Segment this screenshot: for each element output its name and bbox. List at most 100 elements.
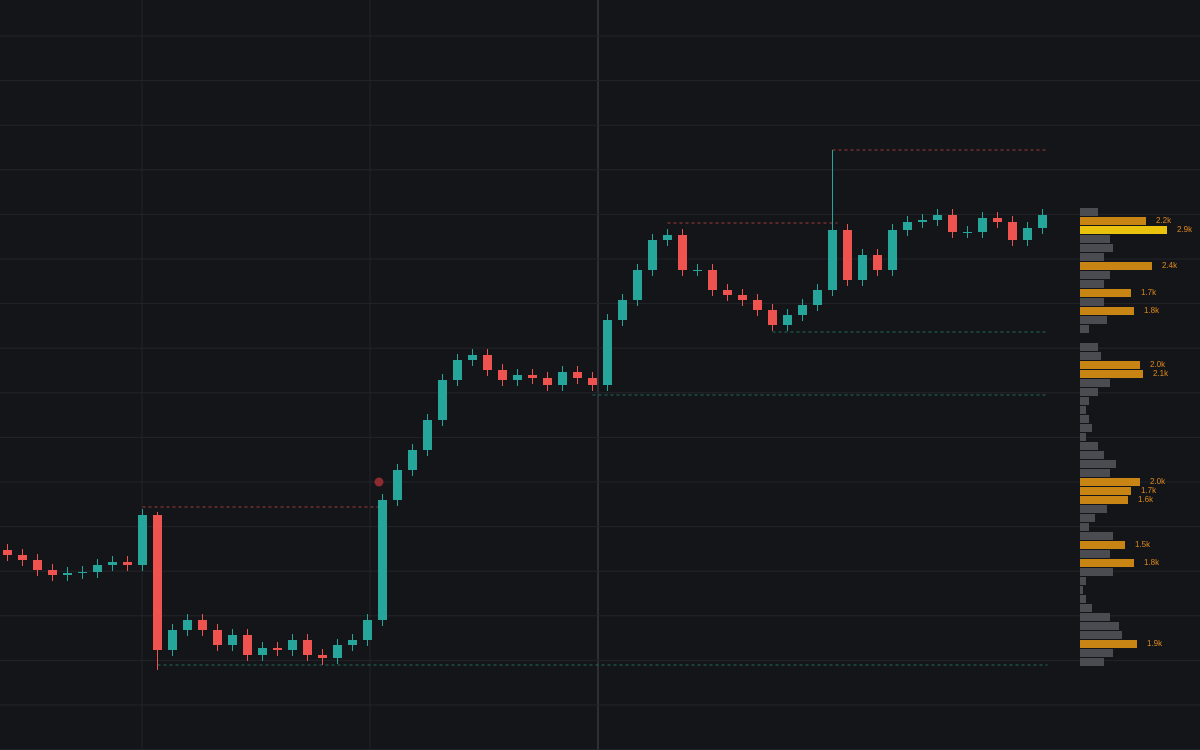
profile-bar — [1080, 469, 1110, 477]
profile-bar — [1080, 208, 1098, 216]
candle-body — [678, 235, 687, 270]
profile-label: 2.0k — [1150, 360, 1166, 369]
candle-body — [903, 222, 912, 230]
profile-bar — [1080, 325, 1089, 333]
candle-body — [588, 378, 597, 385]
profile-label: 2.2k — [1156, 216, 1172, 225]
profile-bar — [1080, 388, 1098, 396]
profile-bar — [1080, 451, 1104, 459]
candle-body — [483, 355, 492, 370]
profile-bar — [1080, 487, 1131, 495]
profile-bar — [1080, 343, 1098, 351]
candle-body — [303, 640, 312, 655]
profile-bar — [1080, 397, 1089, 405]
profile-bar — [1080, 523, 1089, 531]
candle-body — [963, 232, 972, 233]
profile-bar — [1080, 496, 1128, 504]
profile-bar — [1080, 307, 1134, 315]
profile-bar — [1080, 595, 1086, 603]
candle-body — [843, 230, 852, 280]
profile-label: 2.4k — [1162, 261, 1178, 270]
candle-body — [513, 375, 522, 380]
candle-body — [558, 372, 567, 385]
profile-bar — [1080, 406, 1086, 414]
candle-body — [468, 355, 477, 360]
profile-bar — [1080, 244, 1113, 252]
candle-body — [33, 560, 42, 570]
candle-body — [798, 305, 807, 315]
candle-body — [438, 380, 447, 420]
candle-body — [813, 290, 822, 305]
candle-body — [108, 562, 117, 565]
profile-bar — [1080, 478, 1140, 486]
candle-body — [288, 640, 297, 650]
candle-body — [708, 270, 717, 290]
profile-bar — [1080, 577, 1086, 585]
profile-label: 1.7k — [1141, 288, 1157, 297]
candle-body — [873, 255, 882, 270]
candle-body — [183, 620, 192, 630]
candle-body — [543, 378, 552, 385]
profile-label: 1.9k — [1147, 639, 1163, 648]
candle-body — [333, 645, 342, 658]
candle-body — [783, 315, 792, 325]
profile-label: 1.8k — [1144, 558, 1160, 567]
candle-body — [258, 648, 267, 655]
candle-body — [348, 640, 357, 645]
profile-bar — [1080, 280, 1104, 288]
candle-body — [978, 218, 987, 232]
profile-bar — [1080, 640, 1137, 648]
candle-body — [318, 655, 327, 658]
profile-bar — [1080, 379, 1110, 387]
profile-bar — [1080, 352, 1101, 360]
candle-body — [498, 370, 507, 380]
candle-body — [768, 310, 777, 325]
candle-body — [933, 215, 942, 220]
candle-body — [123, 562, 132, 565]
profile-bar — [1080, 361, 1140, 369]
candle-body — [393, 470, 402, 500]
candle-body — [198, 620, 207, 630]
candle-body — [1023, 228, 1032, 240]
candle-body — [618, 300, 627, 320]
candle-body — [18, 555, 27, 560]
profile-label: 2.1k — [1153, 369, 1169, 378]
candle-body — [1038, 215, 1047, 228]
profile-bar — [1080, 541, 1125, 549]
candle-body — [693, 270, 702, 271]
profile-bar — [1080, 550, 1110, 558]
profile-bar — [1080, 604, 1092, 612]
candle-body — [78, 572, 87, 573]
candle-body — [858, 255, 867, 280]
profile-bar — [1080, 460, 1116, 468]
profile-bar — [1080, 433, 1086, 441]
candle-body — [1008, 222, 1017, 240]
profile-bar — [1080, 235, 1110, 243]
profile-bar — [1080, 442, 1098, 450]
candle-body — [363, 620, 372, 640]
candle-body — [93, 565, 102, 572]
candle-body — [213, 630, 222, 645]
profile-bar — [1080, 298, 1104, 306]
profile-bar — [1080, 415, 1089, 423]
candle-body — [423, 420, 432, 450]
candle-body — [243, 635, 252, 655]
candle-body — [663, 235, 672, 240]
candle-body — [273, 648, 282, 650]
profile-bar — [1080, 316, 1107, 324]
candle-body — [888, 230, 897, 270]
profile-bar — [1080, 289, 1131, 297]
candle-body — [753, 300, 762, 310]
profile-bar — [1080, 253, 1104, 261]
profile-label: 2.9k — [1177, 225, 1193, 234]
profile-bar — [1080, 514, 1095, 522]
profile-label: 1.6k — [1138, 495, 1154, 504]
candle-body — [828, 230, 837, 290]
signal-marker — [374, 477, 384, 487]
candle-body — [993, 218, 1002, 222]
profile-bar — [1080, 568, 1113, 576]
profile-bar — [1080, 217, 1146, 225]
candle-body — [408, 450, 417, 470]
